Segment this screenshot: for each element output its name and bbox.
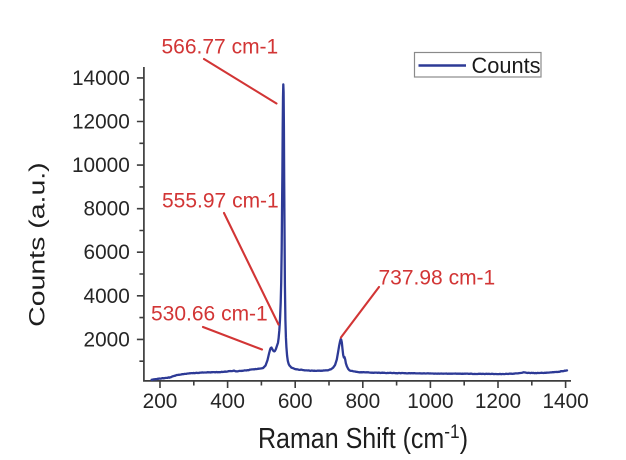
svg-text:Counts (a.u.): Counts (a.u.) <box>25 162 49 327</box>
svg-text:2000: 2000 <box>84 328 130 351</box>
svg-text:10000: 10000 <box>72 154 130 177</box>
svg-text:530.66 cm-1: 530.66 cm-1 <box>151 303 268 326</box>
svg-text:12000: 12000 <box>72 111 130 134</box>
svg-text:14000: 14000 <box>72 67 130 90</box>
svg-text:1000: 1000 <box>407 390 453 413</box>
svg-text:600: 600 <box>278 390 313 413</box>
svg-text:Counts: Counts <box>472 53 541 78</box>
svg-text:1400: 1400 <box>542 390 588 413</box>
svg-text:1200: 1200 <box>475 390 521 413</box>
svg-text:4000: 4000 <box>84 285 130 308</box>
svg-text:800: 800 <box>345 390 380 413</box>
svg-text:555.97 cm-1: 555.97 cm-1 <box>162 190 279 213</box>
svg-text:737.98 cm-1: 737.98 cm-1 <box>379 267 496 290</box>
svg-text:400: 400 <box>210 390 245 413</box>
svg-text:Raman Shift (cm-1): Raman Shift (cm-1) <box>258 420 468 454</box>
svg-text:8000: 8000 <box>84 198 130 221</box>
svg-text:6000: 6000 <box>84 241 130 264</box>
svg-text:566.77 cm-1: 566.77 cm-1 <box>162 36 279 59</box>
svg-text:200: 200 <box>143 390 178 413</box>
